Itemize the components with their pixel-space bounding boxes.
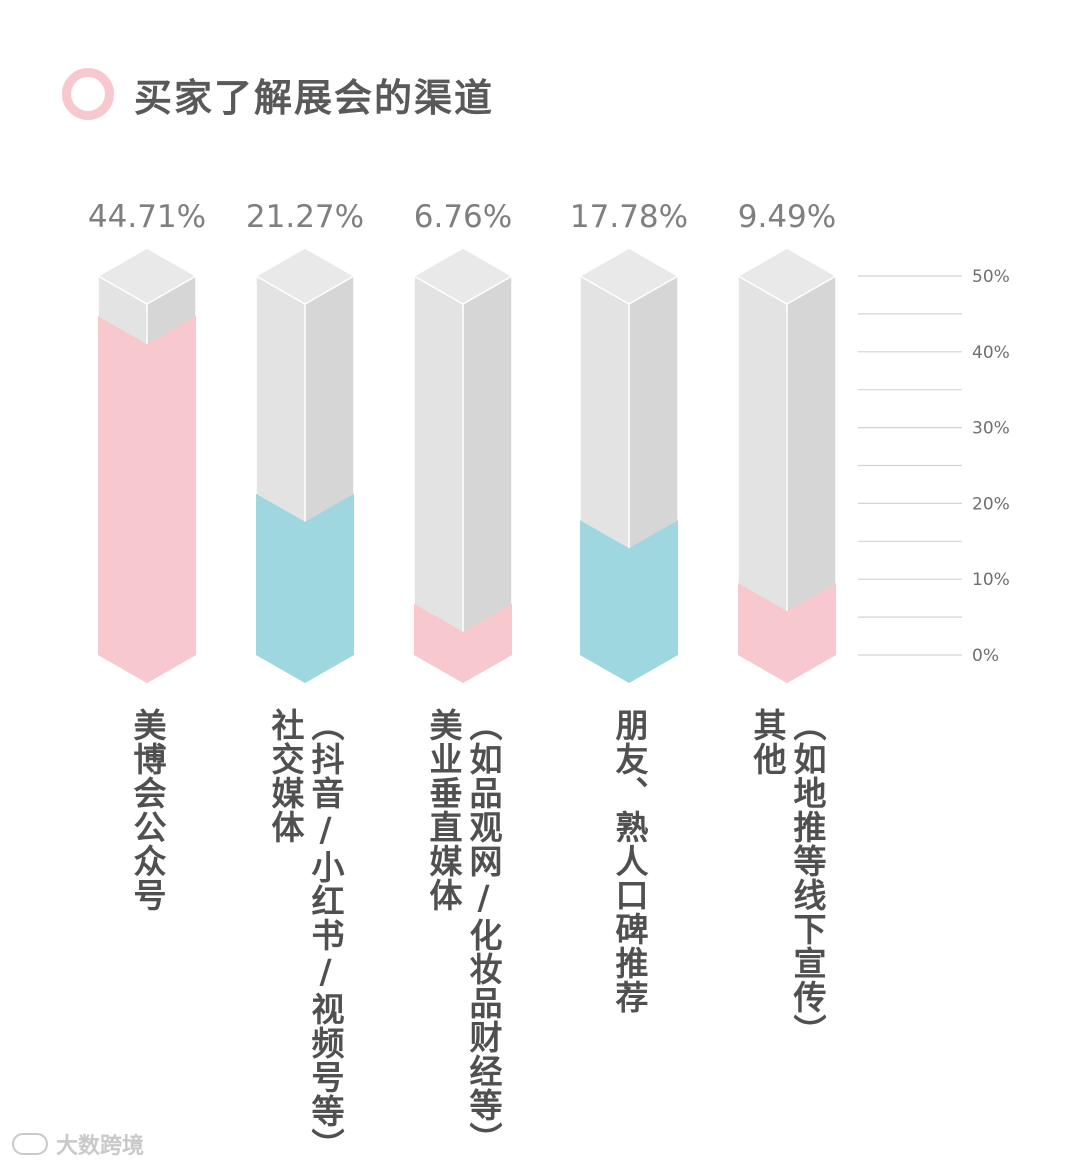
category-label: 美博会公众号	[128, 708, 167, 912]
y-tick-label: 50%	[972, 267, 1010, 287]
bar-fill	[414, 603, 512, 683]
category-label: 社交媒体	[266, 708, 305, 844]
y-tick-label: 10%	[972, 570, 1010, 590]
bar-column-left-face	[414, 276, 463, 683]
y-tick-label: 40%	[972, 343, 1010, 363]
bar-2: 21.27%	[246, 199, 364, 683]
chart-title-row: 买家了解展会的渠道	[62, 64, 494, 124]
category-label: （如地推等线下宣传）	[788, 708, 827, 1048]
bar-fill	[256, 493, 354, 683]
bar-fill	[98, 316, 196, 683]
bar-value-label: 21.27%	[246, 199, 364, 235]
bar-fill	[738, 583, 836, 683]
category-label: 朋友、熟人口碑推荐	[610, 708, 649, 1014]
bar-5: 9.49%	[737, 199, 837, 683]
bar-column-outline	[579, 247, 679, 655]
y-tick-label: 0%	[972, 646, 999, 666]
bar-value-label: 6.76%	[414, 199, 512, 235]
bar-3: 6.76%	[413, 199, 513, 683]
y-tick-label: 30%	[972, 419, 1010, 439]
bar-4: 17.78%	[570, 199, 688, 683]
watermark-text: 大数跨境	[56, 1134, 145, 1159]
bar-1: 44.71%	[88, 199, 206, 683]
y-tick-label: 20%	[972, 494, 1010, 514]
bar-value-label: 44.71%	[88, 199, 206, 235]
bar-column-right-face	[463, 276, 512, 683]
category-label: 美业垂直媒体	[424, 708, 463, 912]
bar-fill	[580, 520, 678, 683]
bar-column-outline	[255, 247, 355, 655]
bar-column-left-face	[738, 276, 787, 683]
circle-icon	[62, 68, 114, 120]
chart-title: 买家了解展会的渠道	[134, 75, 495, 120]
bar-value-label: 17.78%	[570, 199, 688, 235]
bar-value-label: 9.49%	[738, 199, 836, 235]
category-label: （如品观网/化妆品财经等）	[464, 708, 503, 1156]
bar-column-outline	[413, 247, 513, 655]
bar-column-right-face	[787, 276, 836, 683]
bar-column-outline	[737, 247, 837, 655]
watermark-logo-icon	[12, 1133, 48, 1155]
category-label: 其他	[748, 708, 787, 776]
watermark: 大数跨境	[12, 1128, 144, 1160]
category-label: （抖音/小红书/视频号等）	[306, 708, 345, 1162]
